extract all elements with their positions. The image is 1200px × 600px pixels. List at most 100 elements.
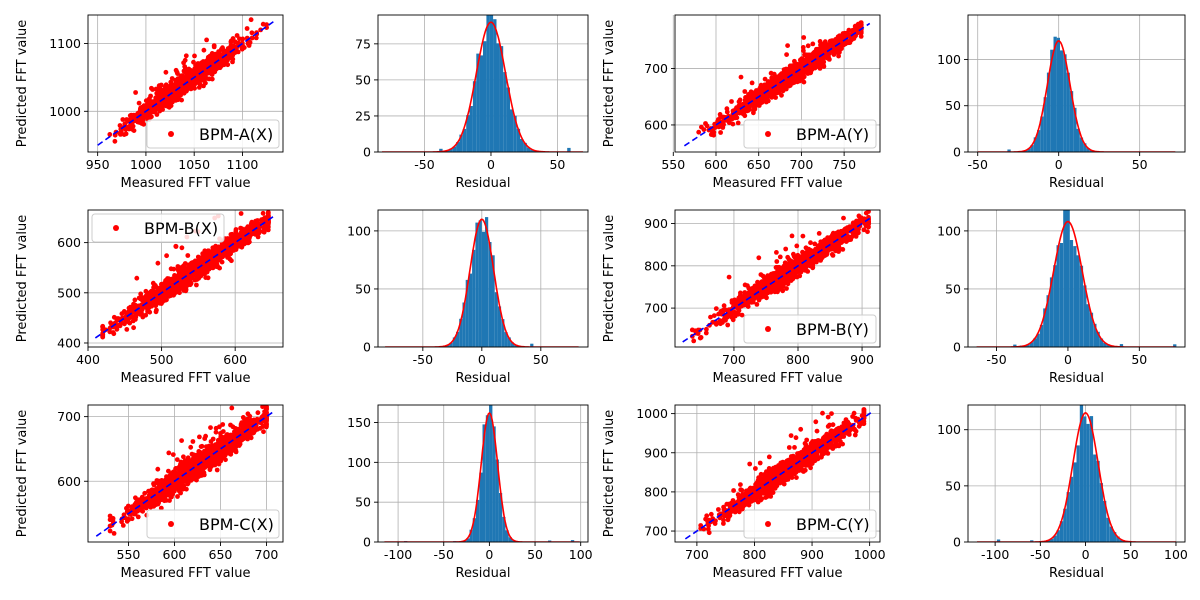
hist-bar — [479, 55, 483, 152]
scatter-point — [204, 58, 210, 63]
scatter-point — [810, 41, 816, 47]
x-tick-label: 650 — [747, 157, 771, 172]
scatter-point — [204, 267, 209, 272]
scatter-point — [734, 115, 740, 121]
scatter-point — [746, 92, 751, 97]
scatter-point — [209, 52, 215, 58]
x-axis-label: Residual — [456, 176, 511, 191]
y-tick-label: 0 — [363, 145, 371, 160]
scatter-point — [265, 214, 271, 219]
scatter-point — [713, 306, 719, 311]
scatter-point — [209, 76, 215, 82]
hist-bar — [1089, 150, 1093, 152]
scatter-point — [763, 99, 769, 105]
scatter-point — [703, 121, 708, 126]
scatter-point — [114, 326, 120, 332]
hist-bar — [1007, 149, 1011, 152]
hist-bar — [469, 106, 473, 152]
scatter-point — [704, 326, 709, 332]
hist-bar — [449, 342, 453, 347]
axes-frame — [377, 14, 589, 153]
hist-bar — [439, 148, 443, 152]
scatter-point — [255, 234, 261, 240]
scatter-point — [773, 75, 778, 81]
scatter-point — [233, 202, 238, 207]
scatter-point — [148, 99, 154, 105]
hist-bar — [486, 15, 490, 152]
scatter-point — [785, 43, 790, 48]
scatter-point — [801, 35, 807, 40]
scatter-point — [212, 245, 218, 250]
scatter-point — [716, 124, 722, 130]
legend-marker — [168, 131, 174, 137]
scatter-point — [791, 251, 796, 257]
legend-marker — [765, 131, 771, 137]
x-tick-label: 550 — [661, 157, 685, 172]
scatter-point — [762, 76, 768, 82]
scatter-point — [201, 62, 206, 67]
hist-bar — [475, 222, 479, 347]
y-tick-label: 700 — [644, 61, 668, 76]
scatter-point — [154, 90, 160, 96]
scatter-point — [201, 47, 207, 53]
scatter-point — [785, 70, 790, 76]
hist-bar — [501, 319, 505, 347]
scatter-point — [800, 45, 806, 50]
scatter-point — [810, 53, 815, 59]
scatter-point — [164, 297, 169, 303]
gaussian-fit-curve — [385, 218, 579, 347]
hist-bar — [1086, 148, 1090, 152]
scatter-point — [158, 102, 163, 107]
axes-frame — [674, 14, 881, 153]
scatter-point — [155, 260, 161, 266]
scatter-point — [229, 258, 234, 264]
axes-frame — [87, 209, 284, 348]
scatter-point — [191, 82, 197, 88]
scatter-point — [755, 279, 760, 285]
scatter-point — [752, 105, 757, 111]
hist-bar — [503, 72, 507, 152]
scatter-point — [841, 40, 847, 46]
scatter-point — [244, 26, 250, 31]
hist-bar — [476, 53, 480, 152]
y-tick-label: 50 — [355, 281, 371, 296]
scatter-point — [862, 216, 867, 222]
scatter-point — [805, 269, 811, 274]
scatter-point — [865, 229, 870, 235]
scatter-point — [163, 69, 169, 75]
scatter-point — [858, 34, 864, 39]
scatter-point — [132, 297, 138, 303]
legend: BPM-A(Y) — [743, 119, 877, 149]
hist-bar — [567, 147, 571, 152]
hist-bar — [489, 15, 494, 152]
x-tick-label: 0 — [1055, 157, 1063, 172]
scatter-point — [200, 251, 206, 256]
scatter-point — [228, 39, 234, 45]
scatter-point — [800, 233, 806, 239]
x-tick-label: 400 — [76, 352, 100, 367]
scatter-point — [179, 97, 185, 103]
scatter-point — [248, 17, 254, 23]
scatter-point — [784, 52, 789, 57]
scatter-point — [732, 313, 738, 319]
hist-bar — [499, 46, 504, 152]
scatter-point — [743, 104, 749, 110]
hist-bar — [1027, 148, 1031, 152]
hist-bar — [1076, 128, 1080, 152]
scatter-point — [778, 71, 784, 77]
hist-bar — [513, 115, 517, 152]
scatter-point — [838, 38, 843, 44]
hist-bar — [1040, 116, 1044, 152]
x-tick-label: 600 — [223, 352, 247, 367]
scatter-point — [813, 62, 818, 68]
scatter-point — [159, 296, 165, 301]
hist-bar — [496, 43, 500, 152]
scatter-point — [742, 290, 748, 295]
scatter-point — [148, 303, 154, 309]
hist-bar — [520, 139, 524, 152]
y-tick-label: 50 — [945, 98, 961, 113]
identity-line — [97, 21, 274, 146]
hist-bar — [530, 149, 534, 152]
